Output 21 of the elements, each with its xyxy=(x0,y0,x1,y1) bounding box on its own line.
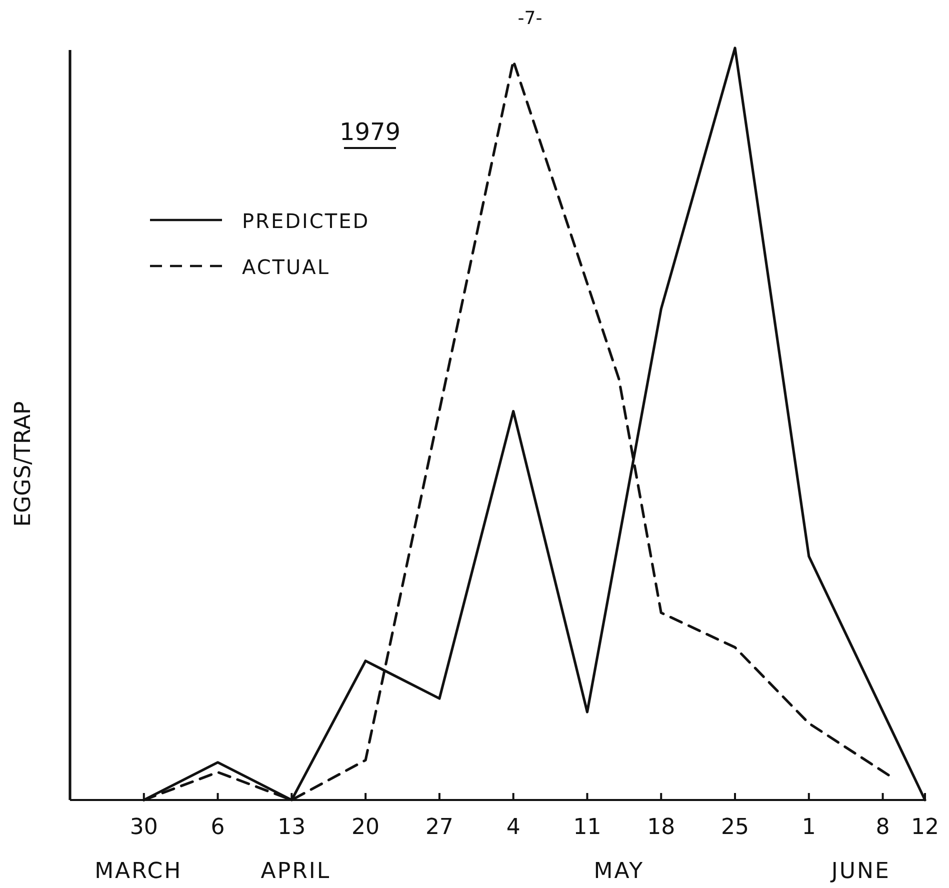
legend-label: ACTUAL xyxy=(242,255,330,279)
x-tick-label: 8 xyxy=(876,815,890,840)
x-tick-label: 18 xyxy=(647,815,676,840)
text: MAY xyxy=(594,859,644,884)
text: JUNE xyxy=(829,859,890,884)
text: MARCH xyxy=(94,859,182,884)
text: 1979 xyxy=(339,118,401,146)
x-tick-label: 1 xyxy=(802,815,816,840)
x-tick-label: 25 xyxy=(721,815,749,840)
x-tick-label: 30 xyxy=(130,815,158,840)
x-tick-label: 13 xyxy=(278,815,306,840)
x-tick-label: 6 xyxy=(210,815,225,840)
x-tick-label: 12 xyxy=(911,815,939,840)
x-tick-label: 27 xyxy=(425,815,454,840)
y-axis-title: EGGS/TRAP xyxy=(11,401,36,527)
text: APRIL xyxy=(260,859,331,884)
x-tick-label: 20 xyxy=(352,815,380,840)
text: -7- xyxy=(518,8,542,29)
legend-label: PREDICTED xyxy=(242,209,370,233)
x-tick-label: 4 xyxy=(506,815,520,840)
x-tick-label: 11 xyxy=(573,815,602,840)
